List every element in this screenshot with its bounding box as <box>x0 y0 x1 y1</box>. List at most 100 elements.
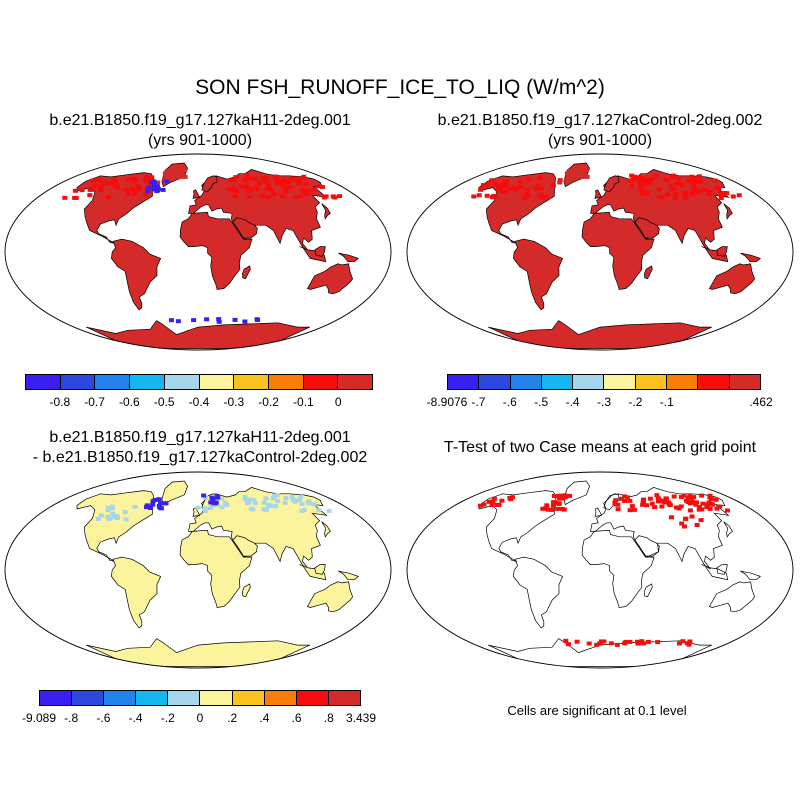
bright-cell <box>113 180 119 185</box>
greenland-cell <box>182 174 188 179</box>
cold-cell <box>151 179 157 184</box>
diff-cell <box>106 505 111 510</box>
sig-cell <box>544 503 550 508</box>
bright-cell <box>147 175 153 180</box>
bright-cell <box>550 183 556 188</box>
bright-cell <box>640 191 646 196</box>
colorbar-case1 <box>25 374 373 390</box>
bright-cell <box>543 194 549 199</box>
bright-cell <box>496 185 502 190</box>
cold-cell <box>191 318 197 323</box>
sig-cell <box>678 495 684 499</box>
colorbar-tick-label: -.2 <box>160 711 175 725</box>
panel-title-diff: b.e21.B1850.f19_g17.127kaH11-2deg.001 - … <box>32 429 368 466</box>
bright-cell <box>522 196 528 201</box>
cold-cell <box>169 318 174 323</box>
bright-cell <box>672 196 678 201</box>
colorbar-tick-label: -.6 <box>502 395 517 409</box>
bright-cell <box>104 181 110 186</box>
diff-cell <box>290 498 296 503</box>
bright-cell <box>683 190 689 195</box>
bright-cell <box>330 194 336 199</box>
continent-arabia <box>634 217 660 239</box>
bright-cell <box>265 186 271 191</box>
diff-cell <box>110 511 116 516</box>
continent-antarctica <box>86 638 310 667</box>
diff-cell <box>326 508 332 513</box>
bright-cell <box>629 184 635 188</box>
map-layer <box>478 480 761 667</box>
sig-cell <box>640 499 646 504</box>
bright-cell <box>337 194 342 199</box>
bright-cell <box>537 194 543 199</box>
map-case1 <box>4 153 392 351</box>
diff-cell <box>268 503 274 508</box>
sig-cell <box>649 501 655 506</box>
colorbar-box-3 <box>541 375 574 389</box>
sig-cell <box>699 507 705 512</box>
sig-cell <box>691 495 697 500</box>
cold-cell <box>208 500 214 505</box>
colorbar-tick-label: -0.5 <box>153 395 175 409</box>
ttest-note: Cells are significant at 0.1 level <box>507 703 687 718</box>
continent-indonesia <box>299 246 327 263</box>
bright-cell <box>284 180 290 185</box>
sig-cell <box>689 514 695 519</box>
diff-cell <box>111 515 117 520</box>
sig-cell <box>627 498 633 503</box>
sig-cell <box>694 500 699 505</box>
colorbar-box-6 <box>635 375 668 389</box>
cold-cell <box>175 319 181 324</box>
continent-madagascar <box>242 583 251 598</box>
bright-cell <box>266 183 272 188</box>
sig-cell <box>707 493 713 498</box>
sig-cell <box>486 499 492 504</box>
bright-cell <box>693 188 699 193</box>
bright-cell <box>266 194 272 199</box>
sig-cell <box>627 508 633 513</box>
colorbar-box-2 <box>95 375 131 389</box>
sig-cell <box>681 493 687 498</box>
diff-cell <box>208 505 214 510</box>
bright-cell <box>272 174 278 179</box>
colorbar-diff <box>39 690 361 706</box>
bright-cell <box>645 178 651 183</box>
colorbar-tick-label: -.3 <box>596 395 612 409</box>
bright-cell <box>524 192 530 197</box>
bright-cell <box>499 190 505 194</box>
figure-title: SON FSH_RUNOFF_ICE_TO_LIQ (W/m^2) <box>195 76 605 99</box>
sig-cell <box>677 641 682 646</box>
continent-scandinavia <box>603 493 620 511</box>
bright-cell <box>503 189 509 194</box>
bright-cell <box>712 178 718 183</box>
diff-cell <box>107 516 113 521</box>
colorbar-box-6 <box>232 691 265 705</box>
sig-cell <box>724 508 730 513</box>
cold-cell <box>164 179 170 184</box>
bright-cell <box>525 188 531 193</box>
bright-cell <box>280 183 286 188</box>
bright-cell <box>718 191 724 196</box>
bright-cell <box>480 183 486 188</box>
bright-cell <box>679 182 685 187</box>
diff-cell <box>283 496 289 501</box>
bright-cell <box>493 181 499 186</box>
sig-cell <box>666 502 672 507</box>
greenland-cell <box>564 177 570 182</box>
cold-cell <box>148 506 153 510</box>
bright-cell <box>278 180 284 185</box>
colorbar-box-9 <box>338 375 373 389</box>
diff-cell <box>261 500 267 505</box>
bright-cell <box>537 175 543 180</box>
cold-cell <box>145 187 151 192</box>
diff-cell <box>250 507 256 512</box>
diff-cell <box>203 508 208 513</box>
diff-cell <box>242 497 248 502</box>
bright-cell <box>689 174 695 179</box>
greenland-cell <box>171 176 177 181</box>
bright-cell <box>525 194 531 199</box>
sig-cell <box>652 505 658 510</box>
bright-cell <box>736 193 742 198</box>
bright-cell <box>268 187 274 192</box>
sig-cell <box>639 639 645 644</box>
